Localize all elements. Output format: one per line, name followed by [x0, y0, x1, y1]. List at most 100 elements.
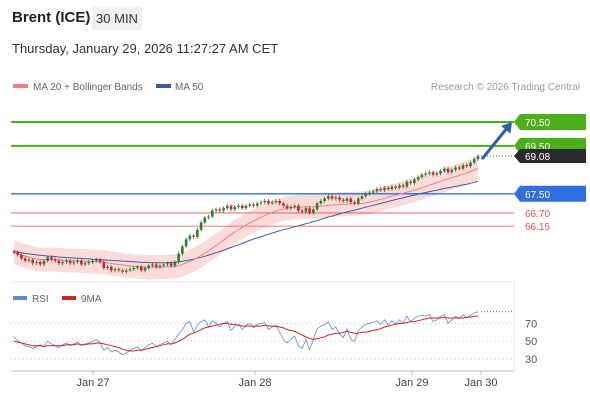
candle [181, 244, 184, 256]
candle [229, 203, 233, 212]
rsi-ma-line [13, 315, 478, 352]
candle [267, 199, 270, 206]
candle [68, 258, 72, 266]
candle [274, 199, 278, 205]
ma20-line [13, 167, 479, 268]
bollinger-legend-label: MA 20 + Bollinger Bands [33, 82, 143, 93]
candle [35, 260, 38, 266]
candle [405, 179, 409, 189]
main-legend: MA 20 + Bollinger Bands MA 50 Research ©… [13, 82, 580, 93]
chart-header: Brent (ICE) 30 MIN [0, 0, 590, 36]
candle [431, 170, 435, 177]
candle [327, 194, 330, 201]
level-tag-69-50: 69.50 [514, 137, 586, 154]
ma9-legend-label: 9MA [81, 294, 102, 305]
level-label-66-15: 66.15 [525, 222, 550, 233]
candle [364, 191, 368, 199]
candle [334, 195, 338, 201]
candle [353, 200, 356, 206]
arrow-shaft [480, 128, 507, 161]
candle [225, 203, 229, 211]
candle [297, 203, 300, 213]
candle [472, 157, 476, 165]
timeframe-button[interactable]: 30 MIN [92, 7, 142, 30]
candle [121, 268, 124, 274]
level-tag-70-50: 70.50 [514, 113, 586, 130]
candle [53, 257, 57, 263]
rsi-legend-swatch [13, 296, 27, 300]
candle [349, 196, 353, 205]
candle [401, 183, 405, 189]
candle [196, 227, 199, 239]
candle [424, 171, 427, 177]
candle [278, 199, 281, 206]
rsi-tick-50: 50 [525, 336, 537, 348]
rsi-panel: 70 50 30 [11, 311, 537, 366]
candle [207, 214, 210, 220]
candle [285, 203, 289, 211]
candle [214, 207, 218, 213]
level-label-67-50: 67.50 [525, 190, 550, 201]
candle [289, 205, 293, 211]
last-price-label: 69.08 [525, 152, 550, 163]
candle [379, 187, 383, 193]
x-tick-label: Jan 29 [395, 377, 428, 389]
candle [117, 267, 121, 273]
candle [20, 252, 23, 261]
candle [192, 233, 195, 239]
rsi-legend-label: RSI [32, 294, 49, 305]
candle [469, 160, 472, 169]
candle [465, 163, 469, 169]
candle [375, 187, 379, 194]
candle [319, 199, 323, 206]
candle [222, 206, 225, 213]
candle [263, 199, 267, 205]
candle [143, 266, 147, 273]
candle [76, 258, 79, 264]
candle [87, 260, 91, 266]
candle [371, 189, 375, 195]
candle [409, 179, 412, 185]
candle [139, 264, 143, 273]
price-levels [11, 120, 514, 227]
candle [454, 165, 457, 172]
candle [132, 266, 136, 272]
rsi-gridlines: 70 50 30 [11, 318, 537, 366]
candle [169, 261, 173, 268]
candle [446, 166, 450, 175]
candle [27, 257, 31, 263]
candle [136, 264, 139, 270]
candle [398, 183, 401, 190]
candle [338, 195, 341, 202]
candle [315, 201, 319, 212]
candle [416, 175, 420, 182]
candle [151, 262, 154, 268]
candle [345, 196, 349, 203]
candle [282, 201, 285, 208]
candles [12, 154, 480, 274]
candle [244, 203, 248, 211]
candle [173, 260, 177, 268]
candle [435, 171, 439, 177]
candle [124, 268, 128, 274]
price-level-labels: 70.50 69.50 67.50 66.70 66.15 69.08 [514, 113, 586, 233]
candle [38, 260, 42, 267]
candle [80, 258, 83, 267]
ma50-line [13, 180, 479, 264]
level-label-66-70: 66.70 [525, 209, 550, 220]
candle [420, 172, 424, 179]
candle [439, 169, 442, 176]
candle [255, 201, 259, 208]
bollinger-band [14, 156, 478, 280]
candle [252, 202, 255, 208]
candle [102, 260, 106, 270]
candle [293, 203, 296, 209]
candle [31, 257, 35, 266]
chart-datetime: Thursday, January 29, 2026 11:27:27 AM C… [12, 41, 279, 56]
candle [428, 170, 431, 176]
candle [106, 264, 109, 270]
candle [312, 207, 315, 215]
candle [158, 263, 162, 269]
candle [394, 184, 397, 190]
copyright-credit: Research © 2026 Trading Central [431, 82, 580, 93]
